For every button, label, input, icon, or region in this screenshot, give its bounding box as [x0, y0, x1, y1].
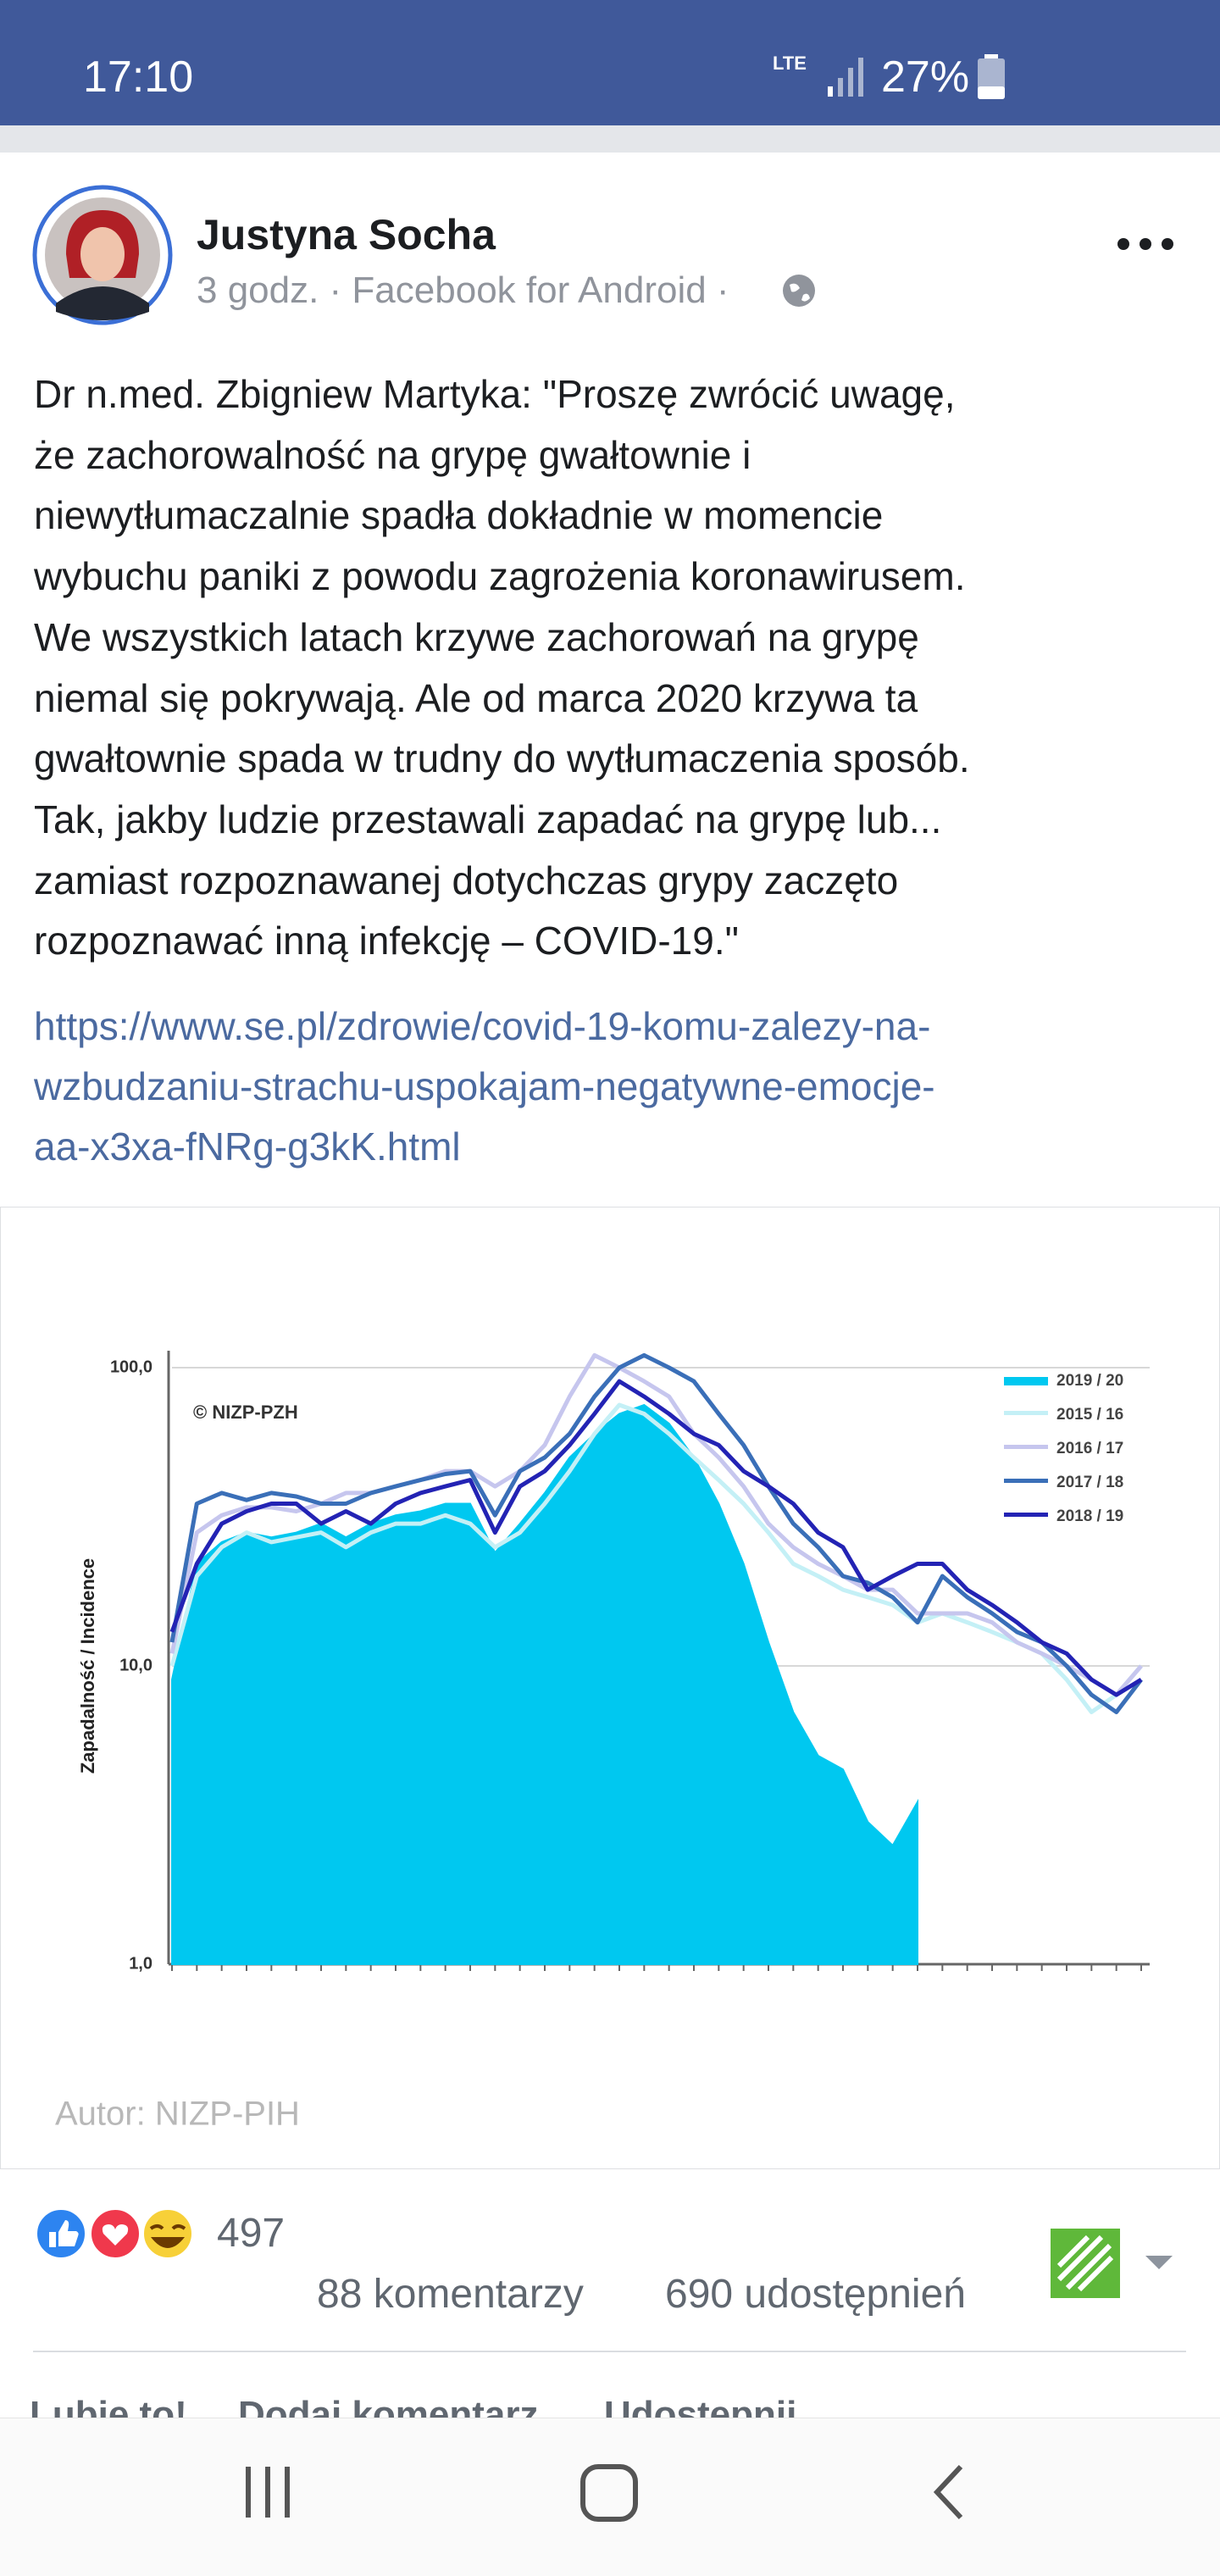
legend-swatch: [1004, 1445, 1048, 1449]
back-button[interactable]: [929, 2462, 971, 2523]
signal-icon: [828, 58, 863, 97]
y-tick-label: 10,0: [119, 1656, 152, 1674]
legend-label: 2018 / 19: [1056, 1507, 1123, 1525]
watermark: © NIZP-PZH: [193, 1402, 298, 1423]
dropdown-arrow[interactable]: [1142, 2252, 1176, 2273]
recents-button[interactable]: [237, 2462, 298, 2523]
post-text-line: że zachorowalność na grypę gwałtownie i: [34, 432, 751, 477]
post-text-line: Tak, jakby ludzie przestawali zapadać na…: [34, 797, 942, 841]
legend-label: 2017 / 18: [1056, 1474, 1123, 1491]
series-area: [171, 1403, 918, 1965]
comment-count[interactable]: 88 komentarzy: [317, 2272, 584, 2317]
series-line: [169, 1352, 1143, 1714]
post-link[interactable]: https://www.se.pl/zdrowie/covid-19-komu-…: [34, 1004, 931, 1048]
status-bar: [0, 0, 1220, 125]
post-meta: 3 godz. · Facebook for Android ·: [197, 269, 729, 311]
battery-level: 27%: [881, 53, 970, 102]
post-link[interactable]: wzbudzaniu-strachu-uspokajam-negatywne-e…: [34, 1064, 935, 1108]
legend-label: 2015 / 16: [1056, 1406, 1123, 1424]
home-button[interactable]: [578, 2462, 640, 2524]
series-line: [169, 1402, 1143, 1714]
network: LTE: [773, 53, 807, 74]
share-count[interactable]: 690 udostępnień: [665, 2272, 966, 2317]
more-menu[interactable]: [1115, 234, 1176, 254]
author-name[interactable]: Justyna Socha: [197, 211, 496, 258]
legend-swatch: [1004, 1513, 1048, 1517]
nav-bar: [0, 2418, 1220, 2576]
reaction-count[interactable]: 497: [217, 2211, 286, 2256]
post-text-line: niewytłumaczalnie spadła dokładnie w mom…: [34, 493, 884, 538]
reaction-icons[interactable]: [32, 2207, 202, 2261]
battery-icon: [978, 54, 1005, 99]
credit: Autor: NIZP-PIH: [55, 2096, 300, 2133]
post-text-line: rozpoznawać inną infekcję – COVID-19.": [34, 919, 739, 963]
post-text-line: zamiast rozpoznawanej dotychczas grypy z…: [34, 858, 899, 902]
y-tick-label: 1,0: [129, 1954, 152, 1973]
series-line: [169, 1352, 1143, 1697]
legend-label: 2019 / 20: [1056, 1372, 1123, 1390]
post-text-line: niemal się pokrywają. Ale od marca 2020 …: [34, 675, 918, 720]
chart: 1,0 10,0 100,0 Zapadalność / Incidence © NIZ…: [55, 1351, 1150, 2133]
legend-label: 2016 / 17: [1056, 1440, 1123, 1457]
post-link[interactable]: aa-x3xa-fNRg-g3kK.html: [34, 1124, 461, 1169]
legend-swatch: [1004, 1377, 1048, 1385]
y-axis-label: Zapadalność / Incidence: [77, 1558, 98, 1774]
post-text-line: We wszystkich latach krzywe zachorowań n…: [34, 614, 919, 659]
legend-swatch: [1004, 1411, 1048, 1415]
globe-icon: [783, 275, 815, 307]
divider: [0, 125, 1220, 153]
avatar[interactable]: [32, 185, 173, 325]
clock: 17:10: [83, 53, 194, 102]
post-text-line: gwałtownie spada w trudny do wytłumaczen…: [34, 736, 970, 781]
y-tick-label: 100,0: [110, 1357, 152, 1376]
legend-swatch: [1004, 1479, 1048, 1483]
page-icon[interactable]: [1051, 2229, 1120, 2298]
series-line: [169, 1379, 1143, 1697]
separator: [33, 2351, 1186, 2352]
post-text-line: Dr n.med. Zbigniew Martyka: "Proszę zwró…: [34, 372, 956, 416]
post-text-line: wybuchu paniki z powodu zagrożenia koron…: [34, 554, 966, 599]
